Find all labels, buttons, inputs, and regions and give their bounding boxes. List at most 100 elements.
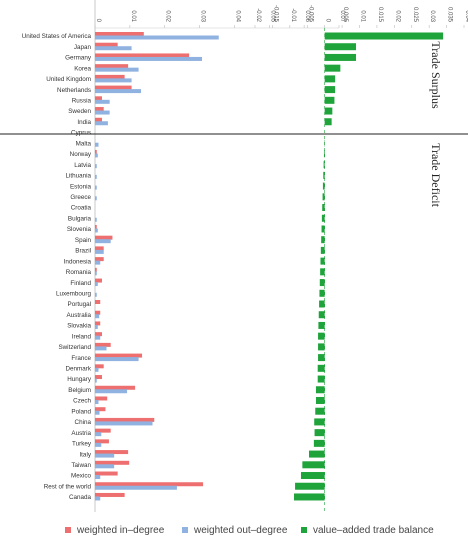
in-degree-bar-netherlands xyxy=(95,85,132,90)
balance-bar-australia xyxy=(318,311,325,319)
in-degree-bar-indonesia xyxy=(95,257,104,262)
balance-bar-norway xyxy=(323,150,325,158)
country-label-germany: Germany xyxy=(65,55,92,62)
country-label-united-states-of-america: United States of America xyxy=(22,33,92,40)
out-degree-bar-austria xyxy=(95,432,102,437)
balance-bar-luxembourg xyxy=(319,289,325,297)
in-degree-bar-mexico xyxy=(95,471,118,476)
country-label-spain: Spain xyxy=(75,237,92,244)
degree-axis-tick-label: 0.03 xyxy=(200,10,206,22)
balance-bar-estonia xyxy=(322,182,325,190)
in-degree-bar-spain xyxy=(95,235,113,240)
bars-layer xyxy=(95,32,444,501)
legend-swatch-in-degree xyxy=(65,527,71,533)
balance-axis-tick-label: 0.04 xyxy=(464,10,468,22)
out-degree-bar-united-states-of-america xyxy=(95,35,219,40)
country-label-switzerland: Switzerland xyxy=(58,344,91,351)
in-degree-bar-taiwan xyxy=(95,460,130,465)
country-label-croatia: Croatia xyxy=(71,205,92,212)
balance-bar-united-states-of-america xyxy=(324,32,444,40)
legend-item-balance: value–added trade balance xyxy=(301,521,434,539)
country-label-malta: Malta xyxy=(76,140,92,147)
balance-axis-tick-label: -0.015 xyxy=(272,5,278,23)
in-degree-bar-poland xyxy=(95,407,106,412)
balance-bar-austria xyxy=(314,429,325,437)
degree-axis-tick-label: 0.04 xyxy=(234,10,240,22)
out-degree-bar-ireland xyxy=(95,335,101,340)
country-label-italy: Italy xyxy=(79,451,91,458)
country-label-portugal: Portugal xyxy=(68,301,91,308)
balance-bar-czech xyxy=(315,396,325,404)
out-degree-bar-slovakia xyxy=(95,324,98,329)
balance-bar-united-kingdom xyxy=(324,75,336,83)
in-degree-bar-germany xyxy=(95,53,190,58)
balance-bar-finland xyxy=(319,279,325,287)
in-degree-bar-russia xyxy=(95,96,102,101)
balance-axis-tick-label: -0.005 xyxy=(307,5,313,23)
in-degree-bar-australia xyxy=(95,310,101,315)
in-degree-bar-hungary xyxy=(95,375,102,380)
country-label-russia: Russia xyxy=(72,98,92,105)
in-degree-bar-korea xyxy=(95,64,129,69)
out-degree-bar-canada xyxy=(95,496,101,501)
out-degree-bar-estonia xyxy=(95,185,97,190)
legend-label-out-degree: weighted out–degree xyxy=(194,524,288,536)
out-degree-bar-united-kingdom xyxy=(95,78,132,83)
out-degree-bar-india xyxy=(95,121,108,126)
out-degree-bar-lithuania xyxy=(95,174,97,179)
out-degree-bar-korea xyxy=(95,67,139,72)
axes-layer: 0 0.01 0.02 0.03 0.04 0.05 0.06 0.07 -0.02 -0.015… xyxy=(94,0,468,512)
in-degree-bar-turkey xyxy=(95,439,109,444)
country-label-ireland: Ireland xyxy=(72,333,92,340)
out-degree-bar-poland xyxy=(95,410,100,415)
degree-axis-tick-label: 0.06 xyxy=(304,10,310,22)
legend-label-in-degree: weighted in–degree xyxy=(77,524,165,536)
balance-bar-poland xyxy=(315,407,325,415)
country-label-japan: Japan xyxy=(74,44,92,51)
balance-bar-denmark xyxy=(317,364,325,372)
out-degree-bar-netherlands xyxy=(95,89,142,94)
out-degree-bar-romania xyxy=(95,271,97,276)
out-degree-bar-latvia xyxy=(95,164,97,169)
country-label-turkey: Turkey xyxy=(72,441,92,448)
country-label-india: India xyxy=(77,119,91,126)
in-degree-bar-brazil xyxy=(95,246,104,251)
out-degree-bar-bulgaria xyxy=(95,217,97,222)
degree-axis-tick-label: 0.01 xyxy=(130,10,136,22)
out-degree-bar-france xyxy=(95,357,139,362)
balance-bar-russia xyxy=(324,96,335,104)
country-label-brazil: Brazil xyxy=(75,248,91,255)
trade-deficit-label: Trade Deficit xyxy=(429,143,443,208)
country-label-slovakia: Slovakia xyxy=(67,323,91,330)
chart-legend: weighted in–degree weighted out–degree v… xyxy=(0,521,468,539)
out-degree-bar-rest-of-the-world xyxy=(95,485,177,490)
out-degree-bar-sweden xyxy=(95,110,110,115)
in-degree-bar-canada xyxy=(95,492,125,497)
in-degree-bar-czech xyxy=(95,396,108,401)
in-degree-bar-india xyxy=(95,117,102,122)
balance-bar-netherlands xyxy=(324,86,336,94)
balance-bar-belgium xyxy=(315,386,325,394)
out-degree-bar-luxembourg xyxy=(95,292,97,297)
degree-axis-tick-label: 0.02 xyxy=(165,10,171,22)
balance-bar-slovakia xyxy=(318,321,325,329)
balance-bar-sweden xyxy=(324,107,333,115)
out-degree-bar-brazil xyxy=(95,249,104,254)
balance-bar-romania xyxy=(320,268,325,276)
country-label-poland: Poland xyxy=(71,408,91,415)
degree-axis-tick-label: 0.07 xyxy=(339,10,345,22)
out-degree-bar-spain xyxy=(95,239,111,244)
country-label-denmark: Denmark xyxy=(65,366,91,373)
country-label-czech: Czech xyxy=(73,398,91,405)
balance-bar-ireland xyxy=(318,332,325,340)
in-degree-bar-austria xyxy=(95,428,111,433)
country-label-estonia: Estonia xyxy=(70,183,92,190)
country-label-finland: Finland xyxy=(70,280,91,287)
balance-bar-spain xyxy=(321,236,325,244)
country-label-sweden: Sweden xyxy=(68,108,91,115)
in-degree-bar-slovenia xyxy=(95,224,97,229)
country-label-rest-of-the-world: Rest of the world xyxy=(44,483,92,490)
in-degree-bar-switzerland xyxy=(95,342,111,347)
legend-swatch-out-degree xyxy=(182,527,188,533)
country-label-united-kingdom: United Kingdom xyxy=(46,76,91,83)
